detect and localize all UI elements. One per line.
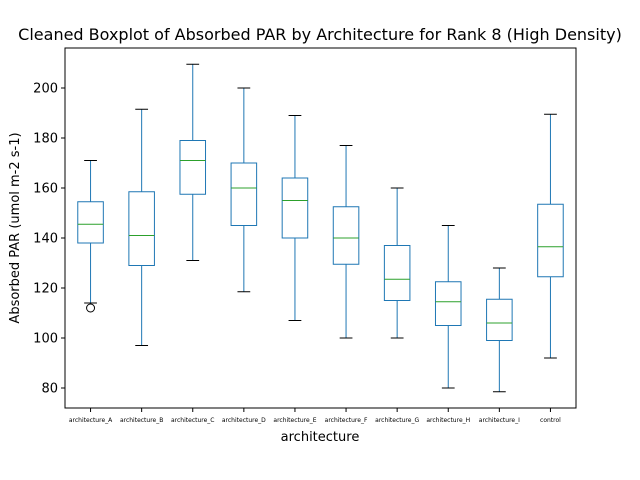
x-axis: architecture_A architecture_B architecture… <box>69 408 561 424</box>
y-tick-label: 140 <box>33 232 58 247</box>
y-axis-label: Absorbed PAR (umol m-2 s-1) <box>8 132 23 323</box>
x-axis-label: architecture <box>281 430 360 445</box>
box <box>383 245 411 301</box>
x-tick-label: architecture_F <box>325 417 368 424</box>
x-tick-label: control <box>540 417 561 424</box>
x-tick-label: architecture_A <box>69 417 113 424</box>
box <box>537 203 564 278</box>
x-tick-label: architecture_D <box>222 417 266 424</box>
box <box>77 201 104 244</box>
chart-title: Cleaned Boxplot of Absorbed PAR by Archi… <box>18 25 622 44</box>
y-tick-label: 160 <box>33 182 58 197</box>
box <box>230 162 258 226</box>
box <box>434 281 462 326</box>
box <box>179 140 207 195</box>
box <box>128 191 155 266</box>
y-axis: 80 100 120 140 160 180 200 <box>33 82 65 397</box>
plot-area <box>64 47 577 409</box>
y-tick-label: 200 <box>33 82 58 97</box>
x-tick-label: architecture_I <box>479 417 520 424</box>
box <box>332 206 360 265</box>
outlier-point <box>86 303 96 313</box>
x-tick-label: architecture_H <box>426 417 470 424</box>
box <box>486 298 513 341</box>
x-tick-label: architecture_C <box>171 417 215 424</box>
y-tick-label: 180 <box>33 132 58 147</box>
boxes-group <box>77 63 564 393</box>
y-tick-label: 120 <box>33 282 58 297</box>
x-tick-label: architecture_B <box>120 417 163 424</box>
y-tick-label: 80 <box>41 382 58 397</box>
y-tick-label: 100 <box>33 332 58 347</box>
x-tick-label: architecture_G <box>375 417 419 424</box>
x-tick-label: architecture_E <box>273 417 316 424</box>
box <box>281 177 309 239</box>
